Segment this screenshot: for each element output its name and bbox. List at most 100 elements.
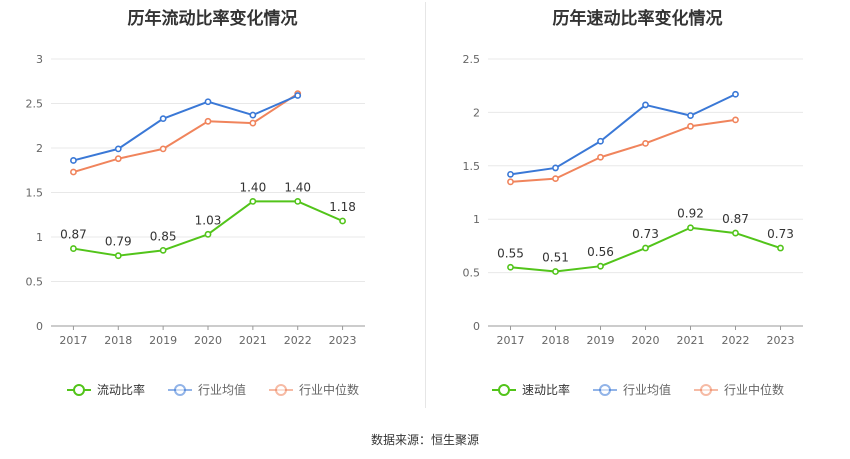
current-series-1-point[interactable] bbox=[70, 157, 77, 164]
quick-series-2-point[interactable] bbox=[552, 175, 559, 183]
legend-item-current-2[interactable]: 行业中位数 bbox=[268, 381, 359, 398]
current-series-0-point[interactable] bbox=[204, 230, 212, 238]
current-x-tick-label: 2017 bbox=[59, 334, 87, 347]
current-series-2-point[interactable] bbox=[249, 119, 257, 127]
quick-series-1-point[interactable] bbox=[552, 164, 559, 172]
quick-y-tick-label: 0.5 bbox=[463, 267, 481, 280]
quick-x-tick-label: 2023 bbox=[767, 334, 795, 347]
current-ratio-chart: 0 0.5 1 1.5 2 2.5 3 2017 2018 2019 2020 2021 2022 202… bbox=[26, 53, 365, 347]
quick-y-tick-label: 1.5 bbox=[463, 160, 481, 173]
quick-series-0-point[interactable] bbox=[597, 262, 604, 270]
current-y-tick-label: 0.5 bbox=[26, 276, 44, 289]
quick-data-label: 0.73 bbox=[767, 227, 794, 241]
current-series-2-point[interactable] bbox=[159, 145, 167, 153]
current-x-tick-label: 2023 bbox=[329, 334, 357, 347]
quick-data-label: 0.56 bbox=[587, 245, 614, 259]
legend-marker-icon bbox=[491, 383, 516, 396]
current-series-2-point[interactable] bbox=[70, 168, 77, 176]
quick-series-0-point[interactable] bbox=[642, 244, 649, 252]
legend-marker-icon bbox=[694, 383, 718, 396]
current-series-2-point[interactable] bbox=[114, 155, 122, 163]
quick-series-0-point[interactable] bbox=[507, 263, 514, 271]
legend-marker-icon bbox=[66, 383, 91, 396]
quick-series-2-point[interactable] bbox=[507, 178, 514, 186]
quick-series-0-point[interactable] bbox=[732, 229, 739, 237]
legend-label: 行业均值 bbox=[622, 383, 671, 397]
current-series-0-point[interactable] bbox=[339, 217, 346, 225]
quick-y-tick-label: 0 bbox=[473, 320, 480, 333]
legend-marker-icon bbox=[592, 383, 617, 396]
quick-series-1-point[interactable] bbox=[597, 137, 604, 145]
legend-label: 行业均值 bbox=[197, 383, 246, 397]
quick-ratio-chart-title: 历年速动比率变化情况 bbox=[552, 9, 723, 29]
quick-x-tick-label: 2021 bbox=[677, 334, 705, 347]
current-data-label: 0.87 bbox=[60, 228, 87, 242]
quick-y-tick-label: 2.5 bbox=[463, 53, 481, 66]
legend-marker-icon bbox=[167, 383, 192, 396]
legend-item-quick-1[interactable]: 行业均值 bbox=[592, 381, 671, 398]
quick-x-tick-label: 2020 bbox=[632, 334, 660, 347]
current-data-label: 1.40 bbox=[239, 180, 266, 194]
legend-item-current-0[interactable]: 流动比率 bbox=[66, 381, 145, 398]
quick-series-2-point[interactable] bbox=[597, 153, 604, 161]
current-x-tick-label: 2022 bbox=[284, 334, 312, 347]
current-data-label: 1.03 bbox=[195, 213, 222, 227]
quick-series-1-point[interactable] bbox=[687, 112, 694, 120]
quick-series-line-2 bbox=[510, 118, 736, 183]
panel-divider bbox=[425, 2, 426, 408]
data-source-note: 数据来源：恒生聚源 bbox=[370, 433, 479, 447]
current-x-tick-label: 2020 bbox=[194, 334, 222, 347]
quick-x-tick-label: 2022 bbox=[722, 334, 750, 347]
quick-series-line-1 bbox=[510, 93, 736, 176]
quick-x-tick-label: 2018 bbox=[542, 334, 570, 347]
current-series-2-point[interactable] bbox=[204, 117, 212, 125]
current-series-1-point[interactable] bbox=[204, 98, 212, 106]
legend-label: 流动比率 bbox=[96, 383, 145, 397]
current-data-label: 0.85 bbox=[150, 229, 177, 243]
current-x-tick-label: 2019 bbox=[149, 334, 177, 347]
current-series-1-point[interactable] bbox=[294, 92, 302, 99]
quick-series-1-point[interactable] bbox=[642, 101, 649, 109]
current-series-1-point[interactable] bbox=[114, 145, 122, 153]
current-series-0-point[interactable] bbox=[70, 245, 77, 252]
quick-data-label: 0.51 bbox=[542, 251, 569, 265]
quick-data-label: 0.87 bbox=[722, 212, 749, 226]
quick-x-tick-label: 2017 bbox=[497, 334, 525, 347]
current-x-tick-label: 2021 bbox=[239, 334, 267, 347]
legend-item-quick-0[interactable]: 速动比率 bbox=[491, 381, 570, 398]
legend-label: 行业中位数 bbox=[299, 383, 360, 397]
current-y-tick-label: 1 bbox=[36, 231, 43, 244]
current-x-tick-label: 2018 bbox=[104, 334, 132, 347]
legend-marker-icon bbox=[269, 383, 293, 396]
current-data-label: 1.18 bbox=[329, 200, 356, 214]
legend-item-current-1[interactable]: 行业均值 bbox=[167, 381, 246, 398]
current-series-0-point[interactable] bbox=[159, 246, 167, 254]
current-series-0-point[interactable] bbox=[294, 197, 302, 205]
legend-item-quick-2[interactable]: 行业中位数 bbox=[693, 381, 784, 398]
quick-series-2-point[interactable] bbox=[732, 116, 739, 124]
current-series-1-point[interactable] bbox=[249, 111, 257, 119]
current-series-line-2 bbox=[73, 92, 299, 173]
quick-series-2-point[interactable] bbox=[642, 139, 649, 147]
current-data-label: 1.40 bbox=[284, 180, 311, 194]
quick-ratio-legend: 速动比率 行业均值 行业中位数 bbox=[425, 381, 850, 398]
current-series-0-point[interactable] bbox=[114, 252, 122, 260]
current-series-line-1 bbox=[73, 94, 299, 162]
quick-data-label: 0.73 bbox=[632, 227, 659, 241]
quick-x-tick-label: 2019 bbox=[587, 334, 615, 347]
quick-series-2-point[interactable] bbox=[687, 122, 694, 130]
quick-series-0-point[interactable] bbox=[552, 268, 559, 275]
quick-series-0-point[interactable] bbox=[777, 244, 784, 252]
quick-y-tick-label: 1 bbox=[473, 213, 480, 226]
quick-data-label: 0.55 bbox=[497, 246, 524, 260]
quick-series-1-point[interactable] bbox=[732, 90, 739, 98]
quick-series-0-point[interactable] bbox=[687, 224, 694, 232]
current-series-1-point[interactable] bbox=[159, 115, 167, 123]
current-series-0-point[interactable] bbox=[249, 197, 257, 205]
current-ratio-chart-title: 历年流动比率变化情况 bbox=[127, 9, 298, 29]
quick-data-label: 0.92 bbox=[677, 207, 704, 221]
quick-series-1-point[interactable] bbox=[507, 170, 514, 178]
legend-label: 行业中位数 bbox=[724, 383, 785, 397]
current-y-tick-label: 1.5 bbox=[26, 187, 44, 200]
